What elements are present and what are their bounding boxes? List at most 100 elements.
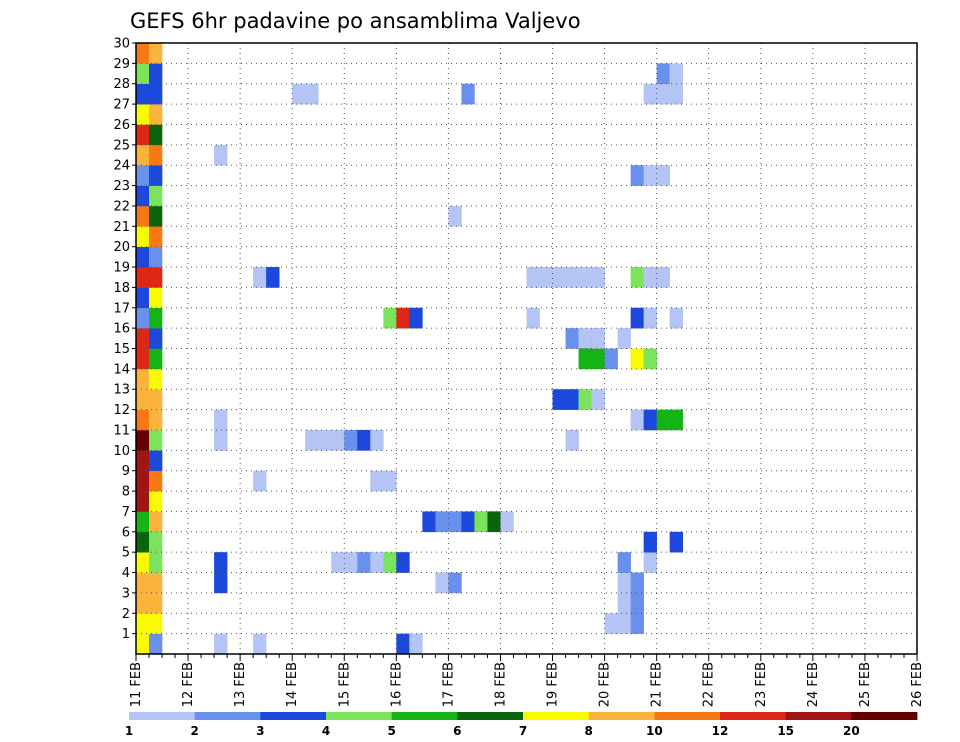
x-tick-label: 23 FEB [754, 662, 769, 707]
y-tick-label: 24 [113, 159, 130, 174]
y-tick-label: 21 [113, 220, 130, 235]
heat-cell [461, 83, 475, 105]
colorbar-swatch [851, 712, 918, 720]
heat-cell [136, 287, 150, 309]
heat-cell [617, 592, 631, 614]
data-cells [136, 43, 683, 655]
y-tick-label: 18 [113, 281, 130, 296]
heat-cell [422, 511, 436, 533]
heat-cell [383, 552, 397, 573]
heat-cell [526, 267, 540, 288]
heat-cell [214, 572, 228, 594]
colorbar-label: 10 [646, 724, 663, 738]
heat-cell [591, 328, 605, 349]
y-tick-label: 29 [113, 57, 130, 72]
x-tick-label: 24 FEB [806, 662, 821, 707]
heat-cell [149, 511, 163, 533]
heat-cell [149, 613, 163, 634]
heat-cell [604, 348, 618, 370]
heat-cell [214, 409, 228, 431]
heat-cell [344, 552, 358, 573]
heat-cell [149, 205, 163, 227]
heat-cell [136, 185, 150, 207]
heat-cell [526, 307, 540, 329]
heat-cell [136, 328, 150, 349]
heat-cell [617, 328, 631, 349]
y-axis: 1234567891011121314151617181920212223242… [113, 37, 136, 642]
heat-cell [643, 83, 657, 105]
colorbar-label: 5 [387, 724, 395, 738]
heat-cell [136, 389, 150, 410]
heat-cell [565, 429, 579, 451]
grid-lines [136, 43, 917, 654]
colorbar-swatch [260, 712, 327, 720]
heat-cell [149, 226, 163, 247]
heat-cell [565, 389, 579, 410]
heat-cell [578, 389, 592, 410]
heat-cell [149, 287, 163, 309]
heat-cell [149, 572, 163, 594]
heat-cell [149, 389, 163, 410]
heat-cell [500, 511, 514, 533]
y-tick-label: 8 [122, 485, 130, 500]
y-tick-label: 12 [113, 403, 130, 418]
x-tick-label: 17 FEB [441, 662, 456, 707]
heat-cell [136, 307, 150, 329]
y-tick-label: 13 [113, 383, 130, 398]
x-tick-label: 11 FEB [129, 662, 144, 707]
heat-cell [136, 205, 150, 227]
heat-cell [149, 307, 163, 329]
heat-cell [396, 633, 410, 655]
colorbar-swatch [457, 712, 524, 720]
y-tick-label: 3 [122, 586, 130, 601]
heat-cell [136, 491, 150, 512]
heat-cell [136, 409, 150, 431]
heat-cell [149, 470, 163, 492]
heat-cell [448, 572, 462, 594]
y-tick-label: 11 [113, 423, 130, 438]
heat-cell [136, 470, 150, 492]
heat-cell [149, 246, 163, 268]
colorbar-label: 12 [712, 724, 729, 738]
heat-cell [630, 348, 644, 370]
heat-cell [149, 633, 163, 655]
x-tick-label: 19 FEB [546, 662, 561, 707]
heat-cell [656, 83, 670, 105]
colorbar-swatch [720, 712, 787, 720]
y-tick-label: 14 [113, 362, 130, 377]
heat-cell [305, 83, 319, 105]
heat-cell [643, 409, 657, 431]
colorbar-label: 1 [125, 724, 133, 738]
heat-cell [149, 185, 163, 207]
x-tick-label: 12 FEB [181, 662, 196, 707]
heat-cell [149, 83, 163, 105]
heat-cell [474, 511, 488, 533]
colorbar-swatch [785, 712, 852, 720]
x-axis: 11 FEB 12 FEB 13 FEB 14 FEB 15 FEB 16 FEB 17 F… [129, 654, 925, 707]
heat-cell [136, 43, 150, 64]
heat-cell [448, 511, 462, 533]
heat-cell [149, 368, 163, 390]
heat-cell [149, 409, 163, 431]
heat-cell [617, 572, 631, 594]
colorbar-swatch [326, 712, 393, 720]
heat-cell [617, 613, 631, 634]
heat-cell [383, 470, 397, 492]
heat-cell [669, 307, 683, 329]
heat-cell [136, 124, 150, 146]
y-tick-label: 15 [113, 342, 130, 357]
heat-cell [136, 144, 150, 166]
heat-cell [136, 246, 150, 268]
heat-cell [669, 83, 683, 105]
heat-cell [149, 104, 163, 125]
colorbar-label: 20 [843, 724, 860, 738]
heat-cell [630, 165, 644, 186]
heat-cell [643, 307, 657, 329]
colorbar-label: 4 [322, 724, 330, 738]
heat-cell [136, 572, 150, 594]
heat-cell [630, 409, 644, 431]
heat-cell [136, 552, 150, 573]
heat-cell [253, 470, 267, 492]
heat-cell [669, 531, 683, 553]
y-tick-label: 5 [122, 546, 130, 561]
